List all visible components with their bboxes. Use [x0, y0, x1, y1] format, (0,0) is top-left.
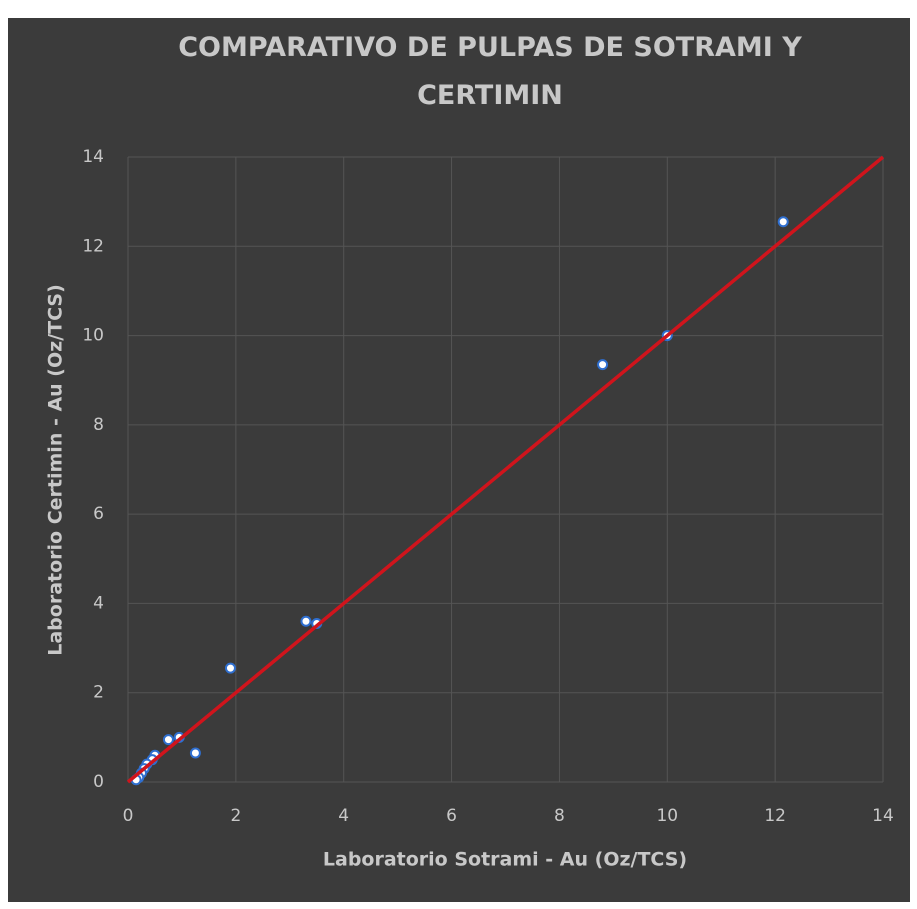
x-tick-label: 12: [764, 806, 786, 826]
x-tick-label: 2: [230, 806, 241, 826]
point: [162, 734, 174, 746]
y-tick-label: 6: [93, 504, 104, 524]
trend-line: [126, 155, 885, 784]
chart-title: COMPARATIVO DE PULPAS DE SOTRAMI Y CERTIM…: [178, 32, 802, 111]
point: [300, 615, 312, 627]
point: [224, 662, 236, 674]
x-tick-label: 4: [338, 806, 349, 826]
x-tick-label: 10: [656, 806, 678, 826]
x-tick-label: 14: [872, 806, 894, 826]
y-tick-label: 10: [82, 326, 104, 346]
y-tick-label: 4: [93, 593, 104, 613]
x-tick-label: 6: [446, 806, 457, 826]
x-tick-label: 8: [554, 806, 565, 826]
point: [189, 747, 201, 759]
x-axis-label: Laboratorio Sotrami - Au (Oz/TCS): [323, 849, 687, 871]
y-tick-label: 12: [82, 236, 104, 256]
y-tick-label: 0: [93, 772, 104, 792]
point: [597, 359, 609, 371]
y-axis-label: Laboratorio Certimin - Au (Oz/TCS): [45, 284, 67, 656]
y-tick-label: 8: [93, 415, 104, 435]
y-tick-label: 14: [82, 147, 104, 167]
x-tick-label: 0: [123, 806, 134, 826]
y-tick-label: 2: [93, 683, 104, 703]
point: [777, 216, 789, 228]
